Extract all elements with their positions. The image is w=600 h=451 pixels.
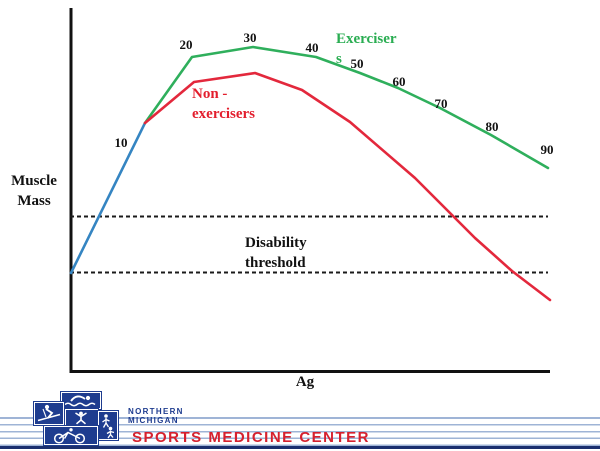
logo-tile-swimmer: [60, 391, 102, 410]
age-label-90: 90: [540, 142, 554, 157]
y-axis-label-line2: Mass: [17, 192, 51, 209]
shared-growth-line: [69, 121, 147, 275]
disability-threshold-label: Disability threshold: [245, 234, 307, 274]
exercisers-line: [143, 45, 550, 170]
runner-icon: [102, 414, 115, 439]
banner-bottom-rule: [0, 446, 600, 449]
logo-tile-runner: [97, 410, 119, 441]
y-axis-label: Muscle Mass: [8, 172, 60, 212]
org-name-line2: MICHIGAN: [128, 416, 179, 425]
disability-label-line2: threshold: [245, 254, 306, 271]
non-exercisers-label-line2: exercisers: [192, 105, 256, 122]
age-label-60: 60: [392, 74, 406, 89]
cyclist-icon: [53, 428, 86, 444]
age-label-20: 20: [179, 37, 193, 52]
y-axis-label-line1: Muscle: [11, 173, 57, 189]
age-label-50: 50: [350, 56, 364, 71]
non-exercisers-series-label: Non - exercisers: [192, 85, 255, 125]
exercisers-label-line2: s: [336, 50, 342, 67]
age-label-70: 70: [434, 96, 448, 111]
logo-tile-skier: [33, 401, 65, 426]
swimmer-icon: [64, 395, 96, 407]
org-name-line1: NORTHERN: [128, 407, 184, 416]
age-label-80: 80: [485, 119, 499, 134]
age-label-30: 30: [243, 30, 257, 45]
muscle-mass-chart: [69, 8, 552, 373]
non-exercisers-line: [143, 71, 552, 302]
age-label-40: 40: [305, 40, 319, 55]
gymnast-icon: [75, 411, 87, 425]
disability-label-line1: Disability: [245, 235, 307, 251]
skier-icon: [37, 404, 61, 422]
center-name: SPORTS MEDICINE CENTER: [132, 429, 371, 446]
logo-tile-cyclist: [43, 425, 99, 446]
exercisers-series-label: Exerciser s: [336, 30, 397, 70]
non-exercisers-label-line1: Non -: [192, 86, 228, 102]
age-label-10: 10: [114, 135, 128, 150]
exercisers-label-line1: Exerciser: [336, 31, 397, 47]
logo-tile-gymnast: [64, 408, 99, 427]
x-axis-label: Ag: [295, 374, 315, 390]
